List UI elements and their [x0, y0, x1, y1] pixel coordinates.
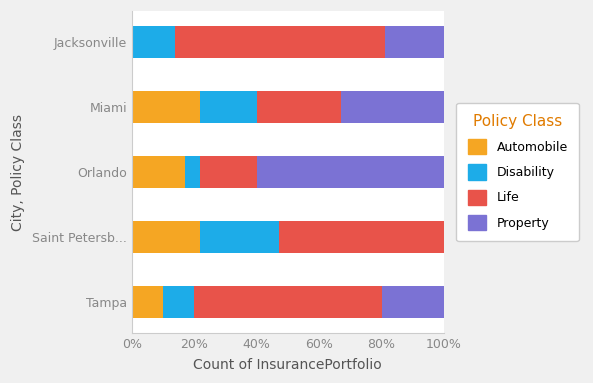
- Bar: [132, 156, 185, 188]
- X-axis label: Count of InsurancePortfolio: Count of InsurancePortfolio: [193, 358, 382, 372]
- Bar: [200, 221, 279, 254]
- Bar: [185, 156, 200, 188]
- Bar: [132, 26, 176, 58]
- Bar: [132, 91, 200, 123]
- Bar: [132, 286, 163, 318]
- Bar: [200, 156, 257, 188]
- Bar: [257, 91, 341, 123]
- Bar: [385, 26, 444, 58]
- Bar: [176, 26, 385, 58]
- Bar: [200, 91, 257, 123]
- Bar: [279, 221, 444, 254]
- Bar: [341, 91, 444, 123]
- Bar: [195, 286, 381, 318]
- Bar: [257, 156, 444, 188]
- Y-axis label: City, Policy Class: City, Policy Class: [11, 114, 25, 231]
- Legend: Automobile, Disability, Life, Property: Automobile, Disability, Life, Property: [457, 103, 579, 241]
- Bar: [163, 286, 195, 318]
- Bar: [132, 221, 200, 254]
- Bar: [381, 286, 444, 318]
